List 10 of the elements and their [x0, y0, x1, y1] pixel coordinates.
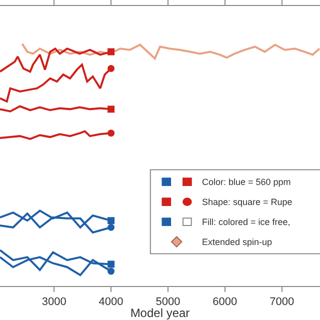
x-tick-label: 7000	[270, 296, 294, 308]
annotation: Color: blue = 560 ppm	[202, 177, 291, 187]
annotation: Shape: square = Rupe	[202, 197, 292, 207]
x-tick-label: 3000	[42, 296, 66, 308]
x-tick-label: 4000	[98, 296, 124, 308]
x-tick-label: 6000	[212, 296, 238, 308]
x-tick-label: 5000	[156, 296, 180, 308]
x-axis-title: Model year	[130, 306, 190, 320]
annotation: Fill: colored = ice free,	[202, 217, 290, 227]
annotation: Extended spin-up	[202, 237, 272, 247]
